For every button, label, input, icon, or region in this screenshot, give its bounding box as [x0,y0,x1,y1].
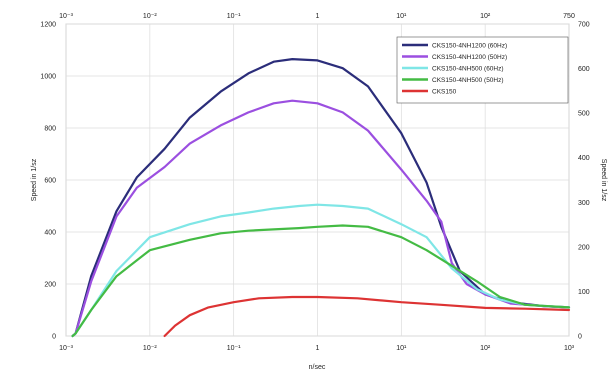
x-tick-label-bottom: 10⁻³ [59,345,73,352]
y-tick-label-left: 400 [44,230,56,237]
x-tick-label-bottom: 1 [316,345,320,352]
x-tick-label-bottom: 10⁻² [143,345,157,352]
x-tick-label-top: 10² [480,13,491,20]
y-tick-label-left: 200 [44,282,56,289]
y-tick-label-left: 800 [44,126,56,133]
y-axis-right-label: Speed in 1/sz [600,159,607,202]
x-tick-label-bottom: 10² [480,345,491,352]
y-tick-label-right: 500 [578,111,590,118]
x-tick-label-bottom: 10³ [564,345,575,352]
y-tick-label-right: 0 [578,334,582,341]
y-tick-label-right: 200 [578,244,590,251]
x-axis-bottom-ticks: 10⁻³ 10⁻² 10⁻¹ 1 10¹ 10² 10³ [59,345,575,352]
y-axis-left-ticks: 0 200 400 600 800 1000 1200 [40,22,56,341]
x-tick-label-top: 10¹ [396,13,407,20]
y-tick-label-right: 700 [578,22,590,29]
legend-label-3: CKS150-4NH500 (60Hz) [432,65,504,72]
y-tick-label-left: 1000 [40,74,56,81]
y-tick-label-left: 600 [44,178,56,185]
legend-label-5: CKS150 [432,88,457,95]
series-line-3 [71,203,571,338]
x-tick-label-bottom: 10¹ [396,345,407,352]
y-tick-label-left: 0 [52,334,56,341]
y-tick-label-right: 100 [578,289,590,296]
series-line-2 [71,99,571,338]
legend-label-4: CKS150-4NH500 (50Hz) [432,77,504,84]
x-tick-label-bottom: 10⁻¹ [227,345,241,352]
x-tick-label-top: 10⁻³ [59,13,73,20]
y-tick-label-right: 600 [578,66,590,73]
y-axis-left-label: Speed in 1/sz [31,158,38,201]
x-tick-label-top: 10⁻² [143,13,157,20]
series-group [71,58,571,338]
legend-label-1: CKS150-4NH1200 (60Hz) [432,42,507,49]
series-line-5 [163,295,571,338]
y-tick-label-right: 300 [578,200,590,207]
x-axis-label: n/sec [309,364,326,371]
x-tick-label-top: 1 [316,13,320,20]
y-tick-label-right: 400 [578,155,590,162]
y-tick-label-left: 1200 [40,22,56,29]
legend: CKS150-4NH1200 (60Hz) CKS150-4NH1200 (50H… [396,36,569,104]
x-axis-top-ticks: 10⁻³ 10⁻² 10⁻¹ 1 10¹ 10² 750 [59,13,575,20]
y-axis-right-ticks: 0 100 200 300 400 500 600 700 [578,22,590,341]
grid-lines [65,23,570,337]
series-line-1 [71,58,571,338]
x-tick-label-top: 10⁻¹ [227,13,241,20]
legend-label-2: CKS150-4NH1200 (50Hz) [432,54,507,61]
x-tick-label-top: 750 [563,13,575,20]
series-line-4 [71,224,571,338]
